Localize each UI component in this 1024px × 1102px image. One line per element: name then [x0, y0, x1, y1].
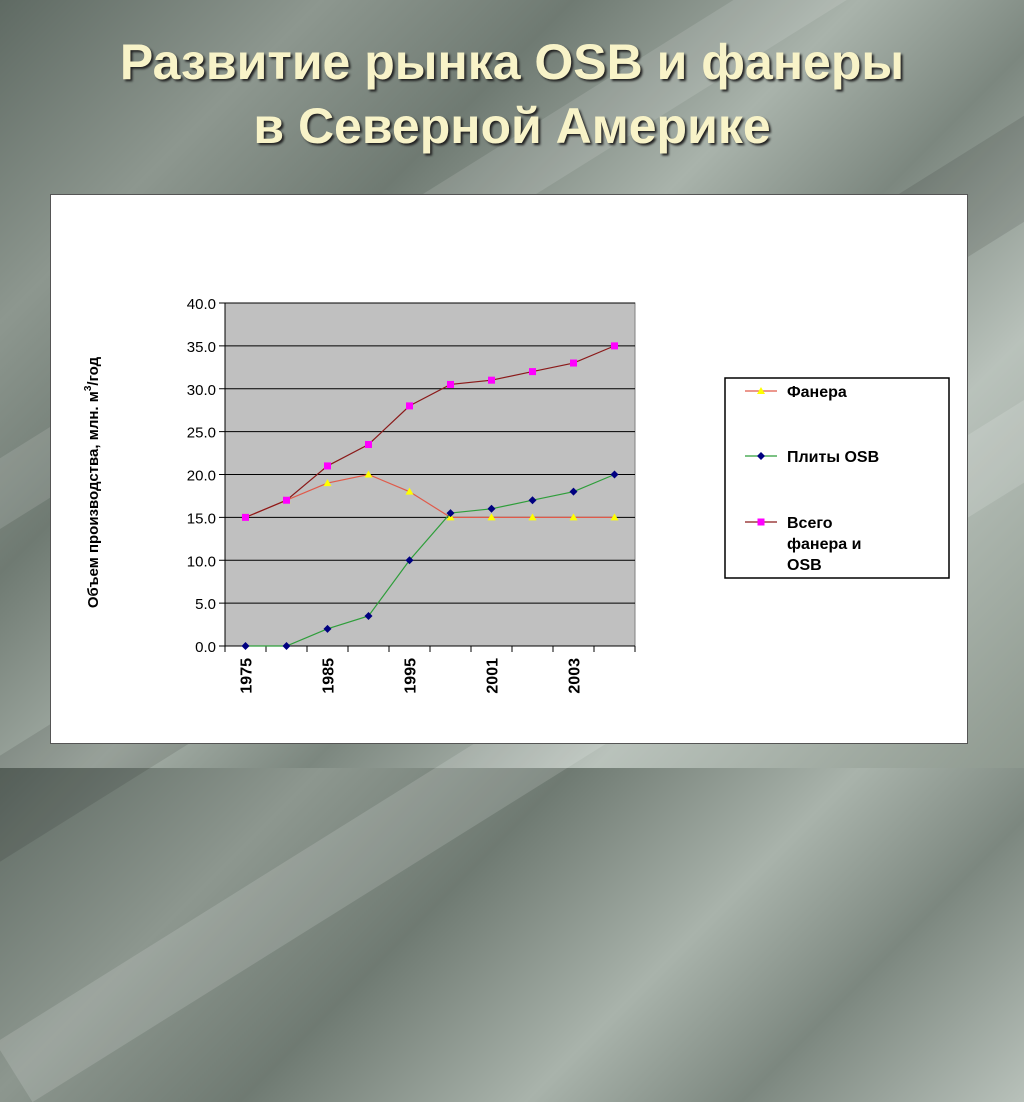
- data-point: [487, 504, 496, 513]
- y-tick-label: 35.0: [187, 339, 216, 356]
- legend-label: OSB: [787, 557, 822, 574]
- series-line: [245, 473, 615, 647]
- data-point: [528, 496, 537, 505]
- x-tick-label: 2003: [567, 658, 584, 694]
- series-3: [242, 342, 618, 521]
- x-tick-label: 2001: [485, 658, 502, 694]
- data-point: [611, 342, 618, 350]
- slide-title-line-2: в Северной Америке: [253, 98, 771, 154]
- y-axis-label: Объем производства, млн. м3/год: [83, 356, 102, 608]
- y-tick-label: 15.0: [187, 510, 216, 527]
- data-point: [324, 462, 331, 470]
- y-tick-label: 40.0: [187, 296, 216, 313]
- legend-item: Всего фанера и OSB: [745, 515, 861, 574]
- data-point: [365, 440, 372, 448]
- data-point: [282, 642, 291, 650]
- y-tick-label: 0.0: [195, 639, 216, 656]
- legend-box: [724, 377, 950, 579]
- y-tick-label: 20.0: [187, 468, 216, 485]
- data-point: [405, 487, 414, 495]
- data-point: [757, 452, 765, 460]
- series-line: [245, 473, 615, 518]
- x-tick-label: 1975: [239, 658, 256, 694]
- data-point: [528, 513, 537, 521]
- plot-area: 0.0 5.0 10.0 15.0 20.0 25.0 30.0 35.0 40.0 1975 19…: [187, 296, 636, 694]
- data-point: [241, 642, 250, 650]
- legend-item: Фанера: [745, 384, 847, 401]
- data-point: [283, 496, 290, 504]
- legend-label: Фанера: [787, 384, 847, 401]
- data-point: [406, 402, 413, 410]
- line-chart: 0.0 5.0 10.0 15.0 20.0 25.0 30.0 35.0 40.0 1975 19…: [83, 296, 950, 694]
- y-tick-label: 10.0: [187, 553, 216, 570]
- data-point: [488, 376, 495, 384]
- data-point: [446, 509, 455, 518]
- x-tick-label: 1995: [403, 658, 420, 694]
- data-point: [323, 624, 332, 633]
- y-tick-label: 25.0: [187, 425, 216, 442]
- data-point: [529, 368, 536, 376]
- y-tick-label: 30.0: [187, 382, 216, 399]
- data-point: [242, 513, 249, 521]
- data-point: [447, 380, 454, 388]
- series-2: [241, 470, 619, 650]
- chart-area: 0.0 5.0 10.0 15.0 20.0 25.0 30.0 35.0 40.0 1975 19…: [50, 194, 968, 744]
- slide-title-line-1: Развитие рынка OSB и фанеры: [119, 34, 905, 90]
- legend-label: фанера и: [787, 536, 861, 553]
- data-point: [323, 479, 332, 487]
- slide-title: Развитие рынка OSB и фанеры в Северной А…: [0, 30, 1024, 158]
- y-tick-label: 5.0: [195, 596, 216, 613]
- data-point: [405, 556, 414, 565]
- data-point: [757, 387, 765, 394]
- legend-label: Плиты OSB: [787, 449, 879, 466]
- data-point: [569, 513, 578, 521]
- series-line: [245, 345, 615, 518]
- data-point: [487, 513, 496, 521]
- x-tick-label: 1985: [321, 658, 338, 694]
- y-axis-title: Объем производства, млн. м3/год: [83, 356, 102, 608]
- data-point: [610, 470, 619, 479]
- legend-item: Плиты OSB: [745, 449, 879, 466]
- data-point: [364, 611, 373, 620]
- legend: Фанера Плиты OSB Всего фанера и OSB: [724, 377, 950, 579]
- data-point: [757, 518, 765, 526]
- legend-label: Всего: [787, 515, 833, 532]
- data-point: [610, 513, 619, 521]
- data-point: [569, 487, 578, 496]
- data-point: [570, 359, 577, 367]
- data-point: [364, 470, 373, 478]
